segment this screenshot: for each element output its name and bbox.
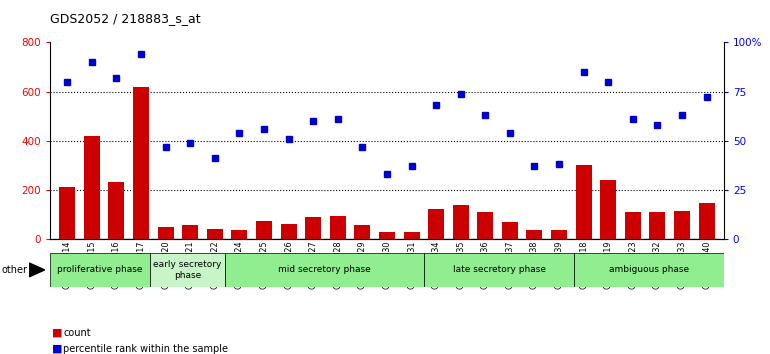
Bar	[59, 187, 75, 239]
Bar	[207, 229, 223, 239]
Bar	[109, 182, 125, 239]
Bar	[232, 230, 247, 239]
Text: early secretory
phase: early secretory phase	[153, 260, 222, 280]
Text: percentile rank within the sample: percentile rank within the sample	[63, 344, 228, 354]
Bar	[330, 216, 346, 239]
Bar	[698, 202, 715, 239]
Bar	[674, 211, 690, 239]
Bar	[150, 253, 225, 287]
Bar	[574, 253, 724, 287]
Bar	[527, 230, 542, 239]
Text: ■: ■	[52, 344, 63, 354]
Bar	[477, 212, 494, 239]
Bar	[256, 221, 272, 239]
Bar	[424, 253, 574, 287]
Bar	[551, 230, 567, 239]
Bar	[305, 217, 321, 239]
Text: GDS2052 / 218883_s_at: GDS2052 / 218883_s_at	[50, 12, 201, 25]
Bar	[403, 232, 420, 239]
Text: count: count	[63, 328, 91, 338]
Bar	[280, 224, 296, 239]
Text: mid secretory phase: mid secretory phase	[278, 266, 371, 274]
Bar	[502, 222, 518, 239]
Bar	[576, 165, 591, 239]
Bar	[379, 232, 395, 239]
Bar	[624, 212, 641, 239]
Bar	[133, 87, 149, 239]
Bar	[649, 212, 665, 239]
Text: proliferative phase: proliferative phase	[57, 266, 142, 274]
Bar	[428, 210, 444, 239]
Text: late secretory phase: late secretory phase	[453, 266, 546, 274]
Bar	[158, 227, 173, 239]
Bar	[453, 205, 469, 239]
Text: ■: ■	[52, 328, 63, 338]
Bar	[182, 225, 198, 239]
Bar	[50, 253, 150, 287]
Bar	[601, 180, 616, 239]
Polygon shape	[29, 263, 45, 277]
Bar	[225, 253, 424, 287]
Text: ambiguous phase: ambiguous phase	[609, 266, 689, 274]
Bar	[84, 136, 100, 239]
Text: other: other	[2, 265, 28, 275]
Bar	[354, 225, 370, 239]
